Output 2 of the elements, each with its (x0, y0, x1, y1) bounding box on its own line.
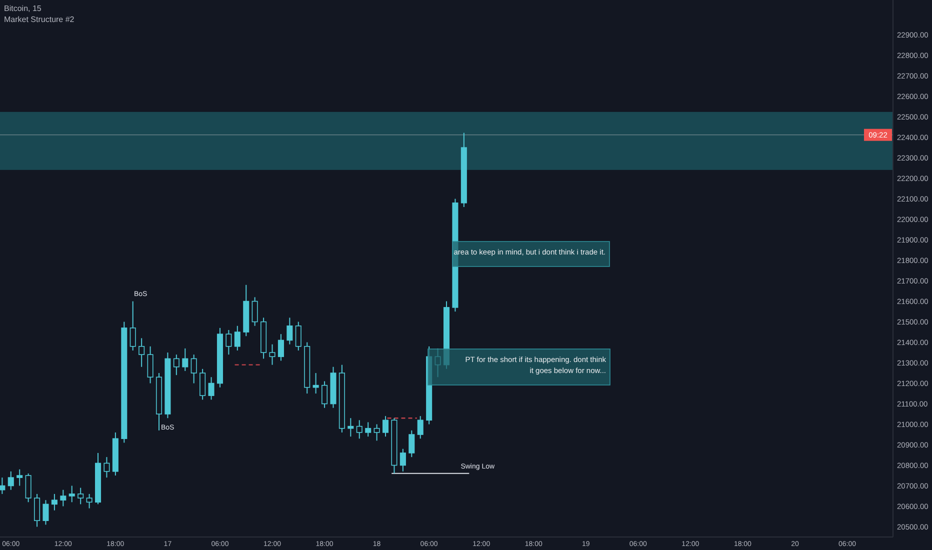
text: Market Structure #2 (4, 15, 75, 24)
text: Bitcoin, 15 (4, 4, 42, 13)
